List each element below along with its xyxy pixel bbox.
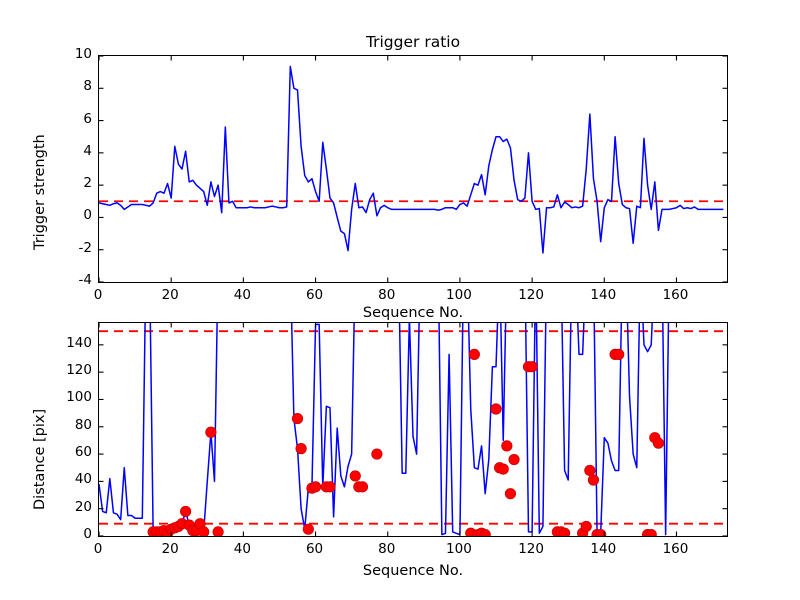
bottom-x-axis-label: Sequence No. bbox=[362, 563, 464, 579]
x-tick-label: 80 bbox=[378, 541, 396, 557]
y-tick-label: 80 bbox=[74, 416, 92, 433]
y-tick-label: 100 bbox=[66, 389, 92, 406]
x-tick-label: 40 bbox=[233, 541, 251, 557]
x-tick-label: 60 bbox=[305, 287, 324, 303]
y-tick-label: 8 bbox=[83, 78, 92, 95]
data-marker bbox=[587, 474, 600, 486]
data-marker bbox=[349, 470, 361, 482]
x-tick-label: 60 bbox=[305, 541, 324, 557]
data-marker bbox=[324, 481, 336, 493]
x-tick-label: 20 bbox=[161, 541, 179, 557]
data-marker bbox=[584, 464, 596, 477]
x-tick-label: 80 bbox=[378, 287, 396, 303]
data-marker bbox=[205, 426, 217, 438]
top-plot-area bbox=[98, 55, 728, 283]
data-marker bbox=[309, 481, 322, 493]
x-tick-label: 120 bbox=[518, 287, 544, 303]
data-marker bbox=[198, 526, 210, 536]
bottom-plot-canvas bbox=[99, 323, 727, 536]
data-marker bbox=[468, 348, 480, 361]
data-marker bbox=[295, 443, 307, 455]
top-chart-title: Trigger ratio bbox=[365, 33, 461, 51]
data-marker bbox=[526, 361, 538, 373]
y-tick-label: 140 bbox=[66, 334, 92, 351]
data-marker bbox=[652, 437, 665, 449]
y-tick-label: 120 bbox=[66, 362, 92, 379]
x-tick-label: 160 bbox=[662, 541, 689, 557]
data-line bbox=[99, 323, 670, 536]
y-tick-label: -4 bbox=[78, 272, 92, 288]
y-tick-label: 40 bbox=[74, 471, 92, 488]
top-x-axis-label: Sequence No. bbox=[362, 305, 464, 321]
y-tick-label: 0 bbox=[83, 207, 92, 224]
data-marker bbox=[497, 463, 509, 475]
data-marker bbox=[645, 529, 657, 536]
data-marker bbox=[302, 523, 314, 535]
x-tick-label: 160 bbox=[662, 287, 689, 303]
x-tick-label: 140 bbox=[590, 541, 617, 557]
data-line bbox=[99, 65, 724, 254]
x-tick-label: 0 bbox=[93, 287, 103, 303]
x-tick-label: 20 bbox=[161, 287, 179, 303]
data-marker bbox=[180, 505, 192, 518]
data-marker bbox=[613, 348, 625, 361]
data-marker bbox=[501, 440, 513, 452]
data-marker bbox=[580, 520, 592, 533]
data-marker bbox=[371, 448, 383, 460]
bottom-plot-area bbox=[98, 322, 728, 537]
data-marker bbox=[508, 453, 520, 466]
y-tick-label: -2 bbox=[78, 239, 92, 256]
y-tick-label: 60 bbox=[74, 444, 92, 461]
data-marker bbox=[595, 529, 607, 536]
data-marker bbox=[490, 403, 502, 415]
y-tick-label: 0 bbox=[83, 526, 92, 542]
x-tick-label: 100 bbox=[446, 541, 472, 557]
data-marker bbox=[479, 529, 491, 536]
x-tick-label: 0 bbox=[93, 541, 103, 557]
data-marker bbox=[356, 481, 369, 493]
data-marker bbox=[291, 412, 304, 425]
x-tick-label: 100 bbox=[446, 287, 472, 303]
y-tick-label: 2 bbox=[83, 175, 92, 192]
data-marker bbox=[212, 526, 224, 536]
data-marker bbox=[558, 527, 571, 536]
y-tick-label: 20 bbox=[74, 498, 92, 515]
x-tick-label: 40 bbox=[233, 287, 251, 303]
x-tick-label: 140 bbox=[590, 287, 617, 303]
y-tick-label: 6 bbox=[83, 110, 92, 127]
top-plot-canvas bbox=[99, 56, 727, 282]
x-tick-label: 120 bbox=[518, 541, 544, 557]
y-tick-label: 4 bbox=[83, 142, 92, 159]
data-marker bbox=[504, 488, 517, 500]
y-tick-label: 10 bbox=[74, 46, 92, 62]
